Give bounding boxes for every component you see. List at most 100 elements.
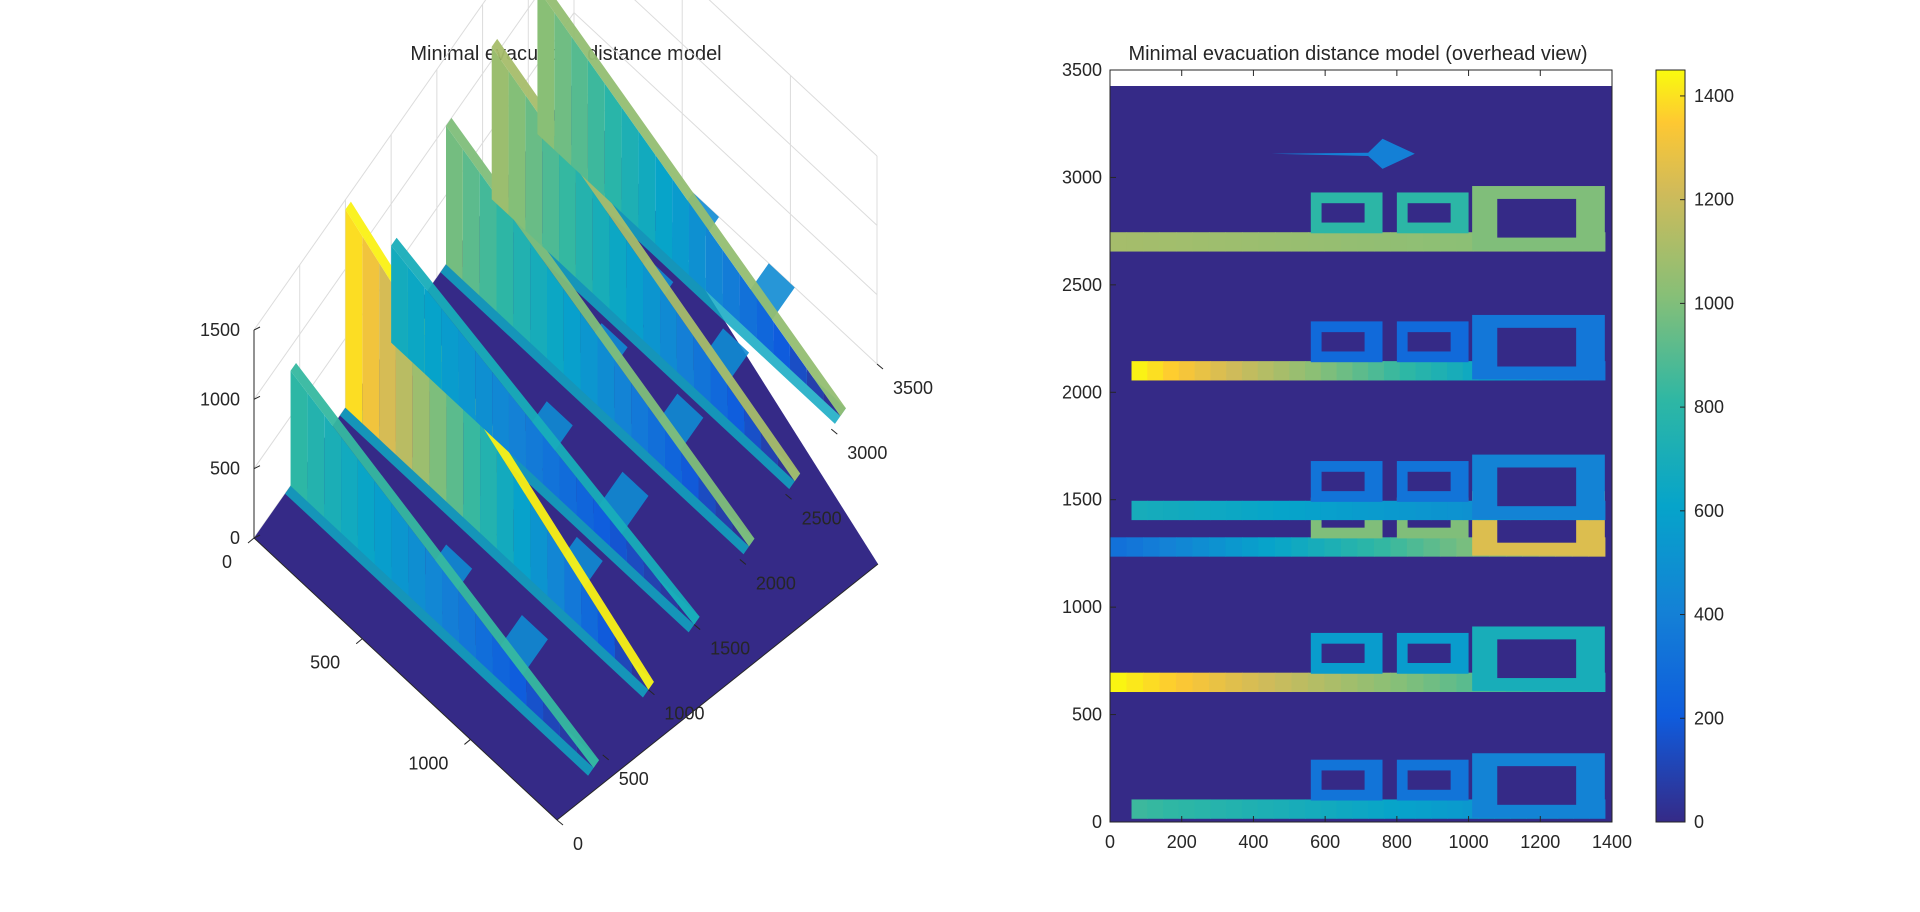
x-tick-label: 1000 (408, 753, 448, 773)
corridor-cell (1194, 361, 1211, 381)
corridor-cell (1373, 537, 1392, 557)
wall-segment (581, 582, 598, 643)
wall-segment (442, 569, 459, 643)
wall-segment (475, 613, 493, 674)
corridor-cell (1194, 500, 1211, 521)
room-void (1321, 203, 1365, 223)
room-void (1497, 766, 1577, 805)
corridor-cell (1336, 500, 1353, 521)
y-tick-label: 500 (1072, 705, 1102, 725)
wall-segment (559, 723, 577, 753)
x-tick-mark (464, 739, 471, 745)
wall-segment (664, 429, 682, 484)
wall-segment (648, 406, 665, 469)
wall-segment (660, 582, 678, 609)
wall-segment (547, 265, 564, 375)
wall-segment (580, 312, 598, 406)
wall-segment (446, 125, 463, 281)
corridor-cell (1456, 672, 1474, 693)
wall-segment (526, 679, 544, 721)
wall-segment (542, 119, 560, 262)
y-tick-mark (785, 493, 792, 500)
z-tick-mark (253, 326, 261, 331)
x-tick-label: 400 (1238, 832, 1268, 852)
colorbar-tick-label: 800 (1694, 397, 1724, 417)
corridor-cell (1415, 500, 1432, 521)
corridor-cell (1383, 361, 1401, 381)
wall-segment (655, 154, 673, 260)
room-void (1497, 639, 1577, 679)
wall-segment (508, 70, 526, 231)
wall-segment (744, 408, 762, 450)
wall-segment (631, 663, 649, 690)
corridor-cell (1159, 232, 1177, 252)
wall-segment (559, 456, 577, 515)
wall-segment (621, 107, 639, 229)
wall-segment (604, 83, 622, 213)
island-shape (1271, 138, 1415, 169)
room-void (1407, 203, 1451, 223)
corridor-cell (1305, 799, 1322, 819)
wall-segment (597, 336, 615, 422)
wall-segment (727, 384, 745, 435)
corridor-cell (1226, 799, 1243, 819)
wall-segment (480, 422, 497, 549)
wall-segment (408, 525, 426, 612)
wall-segment (462, 149, 480, 296)
wall-segment (458, 329, 476, 421)
corridor-cell (1178, 500, 1196, 521)
wall-segment (773, 321, 790, 370)
wall-segment (525, 413, 543, 484)
corridor-cell (1305, 361, 1322, 381)
corridor-cell (1406, 672, 1424, 693)
wall-segment (597, 609, 615, 659)
heatmap-content (1110, 138, 1606, 819)
room-void (1497, 327, 1577, 367)
corridor-cell (1423, 232, 1441, 252)
x-tick-label: 600 (1310, 832, 1340, 852)
corridor-cell (1258, 232, 1276, 252)
wall-segment (537, 0, 555, 150)
overhead-heatmap-panel: Minimal evacuation distance model (overh… (1062, 43, 1734, 852)
room-void (1407, 332, 1451, 352)
corridor-cell (1208, 232, 1227, 252)
room-void (1407, 643, 1451, 664)
wall-segment (458, 591, 476, 659)
wall-segment (614, 636, 632, 675)
corridor-cell (1208, 672, 1227, 693)
y-tick-label: 1000 (1062, 597, 1102, 617)
corridor-cell (1447, 361, 1464, 381)
heatmap-y-ticks: 0 500 1000 1500 2000 2500 3000 3500 (1062, 60, 1116, 832)
y-tick-label: 0 (573, 834, 583, 854)
corridor-cell (1289, 500, 1306, 521)
wall-segment (513, 219, 531, 343)
corridor-cell (1439, 537, 1457, 557)
wall-segment (592, 191, 610, 309)
wall-segment (676, 312, 694, 388)
corridor-cell (1273, 500, 1290, 521)
corridor-cell (1226, 500, 1243, 521)
corridor-cell (1352, 361, 1369, 381)
corridor-cell (1175, 672, 1194, 693)
corridor-cell (1291, 672, 1309, 693)
room-void (1497, 198, 1577, 238)
corridor-cell (1439, 232, 1457, 252)
wall-segment (806, 368, 824, 401)
wall-segment (693, 336, 711, 403)
x-tick-label: 0 (1105, 832, 1115, 852)
x-tick-mark (355, 638, 363, 645)
wall-segment (614, 359, 632, 437)
corridor-cell (1274, 232, 1293, 252)
wall-segment (357, 459, 375, 565)
wall-segment (698, 476, 716, 516)
y-tick-mark (556, 819, 564, 826)
corridor-cell (1373, 672, 1392, 693)
corridor-cell (1289, 361, 1306, 381)
heatmap-top-strip (1111, 71, 1611, 86)
wall-segment (542, 435, 560, 500)
corridor-cell (1324, 672, 1342, 693)
wall-segment (643, 263, 661, 356)
corridor-cell (1423, 537, 1441, 557)
corridor-cell (1126, 537, 1144, 557)
corridor-cell (1289, 799, 1306, 819)
